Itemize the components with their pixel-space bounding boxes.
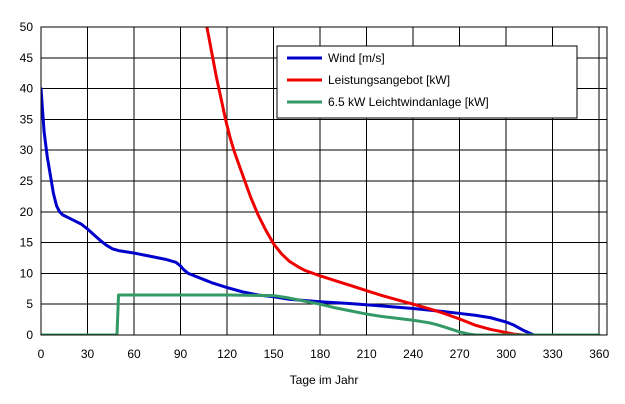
x-axis-title: Tage im Jahr [290,373,359,387]
y-tick-label: 45 [20,51,34,65]
plot-frame [40,26,608,336]
x-tick-label: 360 [589,347,609,361]
legend-entry-label: Leistungsangebot [kW] [328,73,450,87]
x-tick-label: 150 [264,347,284,361]
x-tick-label: 180 [310,347,330,361]
y-tick-label: 10 [20,266,34,280]
x-tick-label: 30 [81,347,95,361]
x-tick-label: 60 [127,347,141,361]
y-tick-label: 50 [20,20,34,34]
x-tick-label: 120 [217,347,237,361]
x-tick-label: 90 [174,347,188,361]
y-tick-label: 5 [26,297,33,311]
x-tick-label: 0 [38,347,45,361]
series-line-3 [41,293,601,335]
legend-entry-label: Wind [m/s] [328,51,385,65]
series-lines [41,27,601,335]
x-tick-label: 210 [357,347,377,361]
x-tick-label: 270 [450,347,470,361]
y-tick-label: 15 [20,236,34,250]
y-tick-label: 35 [20,112,34,126]
x-tick-labels: 0 30 60 90 120 150 180 210 240 270 300 330 360 [38,347,610,361]
legend-box [276,45,578,119]
legend-entry-label: 6.5 kW Leichtwindanlage [kW] [328,95,489,109]
y-tick-label: 0 [26,328,33,342]
y-tick-label: 25 [20,174,34,188]
series-line-1 [41,87,536,335]
x-tick-label: 300 [496,347,516,361]
y-tick-labels: 0 5 10 15 20 25 30 35 40 45 50 [20,20,34,342]
legend: Wind [m/s] Leistungsangebot [kW] 6.5 kW Le… [276,45,578,119]
y-tick-label: 40 [20,82,34,96]
y-tick-label: 30 [20,143,34,157]
x-tick-label: 330 [543,347,563,361]
series-line-2 [205,27,531,335]
x-tick-label: 240 [403,347,423,361]
y-tick-label: 20 [20,205,34,219]
